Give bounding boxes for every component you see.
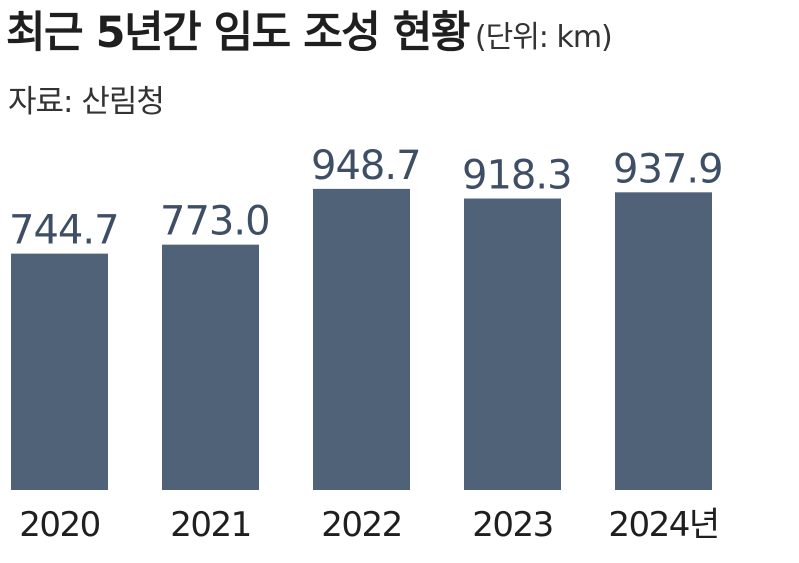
- bar-2022: [313, 188, 410, 490]
- unit-label: (단위: km): [474, 20, 613, 55]
- bar-2024년: [615, 192, 712, 490]
- value-label: 918.3: [462, 153, 572, 199]
- value-label: 773.0: [160, 199, 270, 245]
- source-label: 자료: 산림청: [8, 84, 165, 120]
- category-label: 2021: [170, 505, 251, 545]
- bar-2020: [11, 253, 108, 490]
- value-label: 948.7: [311, 143, 421, 189]
- category-label: 2020: [19, 505, 100, 545]
- category-label: 2024년: [608, 505, 718, 545]
- value-label: 744.7: [9, 208, 119, 254]
- chart-title: 최근 5년간 임도 조성 현황: [6, 8, 470, 58]
- value-label: 937.9: [613, 146, 723, 192]
- chart-header: 최근 5년간 임도 조성 현황 (단위: km): [6, 4, 796, 64]
- category-label: 2022: [321, 505, 402, 545]
- bar-2021: [162, 244, 259, 490]
- category-label: 2023: [472, 505, 553, 545]
- bar-2023: [464, 198, 561, 490]
